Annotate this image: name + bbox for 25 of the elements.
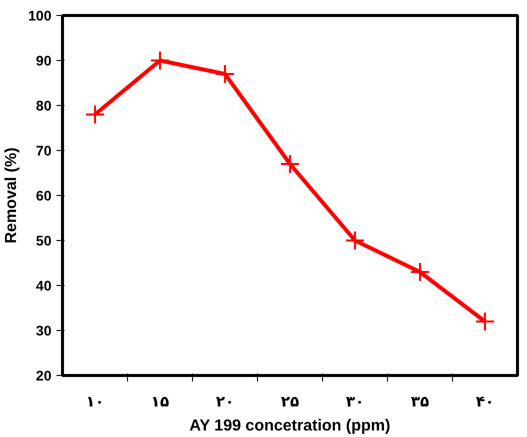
y-tick-label: 40 <box>36 278 52 294</box>
x-axis-title: AY 199 concetration (ppm) <box>189 418 390 434</box>
x-tick-label: ۴۰ <box>476 392 494 410</box>
point <box>150 50 170 70</box>
y-axis-title: Removal (%) <box>3 147 20 244</box>
y-tick-label: 50 <box>36 232 52 248</box>
x-tick-label: ۱۵ <box>150 392 170 410</box>
point <box>280 154 300 174</box>
y-tick-label: 20 <box>36 368 52 384</box>
y-tick-label: 100 <box>28 8 52 24</box>
point <box>215 64 235 84</box>
point <box>345 230 365 250</box>
point <box>85 104 105 124</box>
point <box>410 262 430 282</box>
y-tick-label: 70 <box>36 142 52 158</box>
x-tick-label: ۲۵ <box>280 392 300 410</box>
y-tick-label: 30 <box>36 322 52 338</box>
y-tick-label: 90 <box>36 52 52 68</box>
y-tick-label: 80 <box>36 98 52 114</box>
point <box>475 312 495 332</box>
x-tick-label: ۳۵ <box>410 392 430 410</box>
x-tick-label: ۲۰ <box>216 392 234 410</box>
y-tick-label: 60 <box>36 188 52 204</box>
x-tick-label: ۳۰ <box>346 392 364 410</box>
x-tick-label: ۱۰ <box>86 392 104 410</box>
